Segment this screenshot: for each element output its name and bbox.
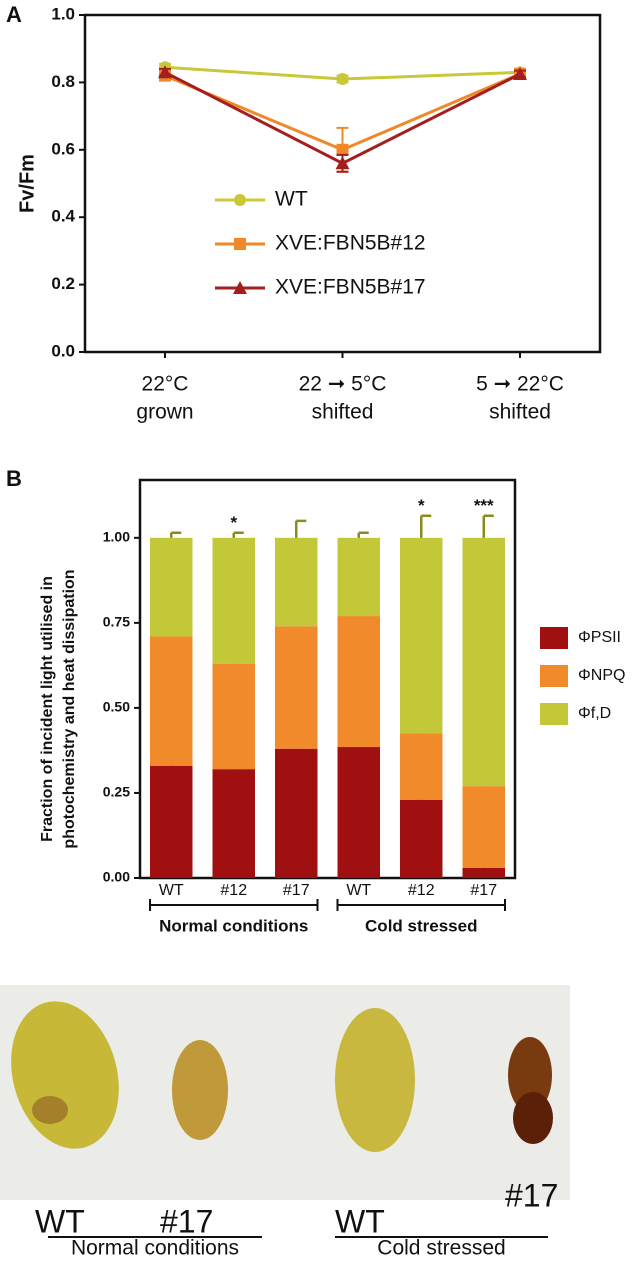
group-bracket — [336, 899, 506, 911]
y-axis-label: Fraction of incident light utilised in — [39, 576, 56, 842]
y-tick-label: 0.0 — [51, 341, 75, 360]
error-bar — [420, 514, 432, 538]
y-tick-label: 0.4 — [51, 207, 75, 226]
x-tick-label: 22 ➞ 5°C — [299, 373, 387, 396]
y-axis-label: photochemistry and heat dissipation — [61, 569, 78, 848]
legend-label: ΦNPQ — [578, 667, 625, 684]
legend-label: XVE:FBN5B#12 — [275, 232, 426, 255]
x-tick-label: #12 — [408, 882, 435, 899]
bar-segment — [150, 537, 193, 637]
photo — [0, 985, 570, 1200]
bar-segment — [462, 786, 505, 868]
error-bar — [357, 531, 369, 538]
legend-label: ΦPSII — [578, 629, 621, 646]
panel-label: B — [6, 466, 22, 491]
group-bracket — [149, 899, 319, 911]
y-tick-label: 0.25 — [103, 784, 130, 800]
bar-segment — [462, 537, 505, 787]
legend-swatch — [540, 665, 568, 687]
bar-segment — [337, 747, 380, 878]
legend-swatch — [540, 627, 568, 649]
marker — [513, 66, 527, 80]
bar-segment — [275, 748, 318, 878]
annotation: *** — [474, 496, 494, 515]
error-bar — [170, 531, 182, 538]
annotation: * — [230, 513, 237, 532]
marker — [335, 156, 350, 170]
marker — [234, 194, 246, 206]
bar-segment — [462, 867, 505, 878]
bar-segment — [400, 537, 443, 734]
error-bar — [295, 519, 307, 538]
bar-segment — [212, 537, 255, 664]
y-tick-label: 1.00 — [103, 529, 130, 545]
group-label: Cold stressed — [377, 1237, 505, 1259]
marker — [233, 281, 247, 294]
bar-segment — [212, 663, 255, 770]
error-bar — [482, 514, 494, 538]
x-tick-label: WT — [159, 882, 184, 899]
leaf-label: WT — [335, 1203, 385, 1239]
marker — [336, 143, 349, 156]
y-tick-label: 1.0 — [51, 4, 75, 23]
marker — [336, 73, 349, 86]
panel-label: A — [6, 2, 22, 27]
leaf-label: #17 — [160, 1203, 213, 1239]
legend-label: WT — [275, 188, 308, 211]
leaf-label: WT — [35, 1203, 85, 1239]
bar-segment — [212, 769, 255, 878]
x-tick-label: grown — [136, 401, 193, 424]
y-tick-label: 0.00 — [103, 869, 130, 885]
bar-segment — [400, 733, 443, 800]
bar-segment — [400, 799, 443, 878]
y-tick-label: 0.6 — [51, 139, 75, 158]
group-label: Normal conditions — [159, 916, 308, 935]
bar-segment — [150, 765, 193, 878]
x-tick-label: #17 — [283, 882, 310, 899]
legend-label: XVE:FBN5B#17 — [275, 276, 426, 299]
group-label: Cold stressed — [365, 916, 477, 935]
x-tick-label: shifted — [312, 401, 374, 424]
x-tick-label: 22°C — [142, 373, 189, 396]
bar-segment — [275, 626, 318, 749]
marker — [158, 65, 172, 79]
bar-segment — [275, 537, 318, 627]
legend-swatch — [540, 703, 568, 725]
bar-segment — [337, 537, 380, 617]
x-tick-label: #12 — [220, 882, 247, 899]
bar-segment — [150, 636, 193, 766]
x-tick-label: 5 ➞ 22°C — [476, 373, 564, 396]
x-tick-label: WT — [346, 882, 371, 899]
y-tick-label: 0.75 — [103, 614, 130, 630]
x-tick-label: shifted — [489, 401, 551, 424]
leaf-label: #17 — [505, 1177, 558, 1213]
legend-label: Φf,D — [578, 705, 611, 722]
y-tick-label: 0.50 — [103, 699, 130, 715]
bar-segment — [337, 616, 380, 748]
x-tick-label: #17 — [470, 882, 497, 899]
y-axis-label: Fv/Fm — [16, 154, 38, 213]
marker — [234, 238, 246, 250]
plot-frame — [138, 478, 517, 880]
annotation: * — [418, 496, 425, 515]
y-tick-label: 0.8 — [51, 72, 75, 91]
error-bar — [232, 531, 244, 538]
group-label: Normal conditions — [71, 1237, 239, 1259]
y-tick-label: 0.2 — [51, 274, 75, 293]
